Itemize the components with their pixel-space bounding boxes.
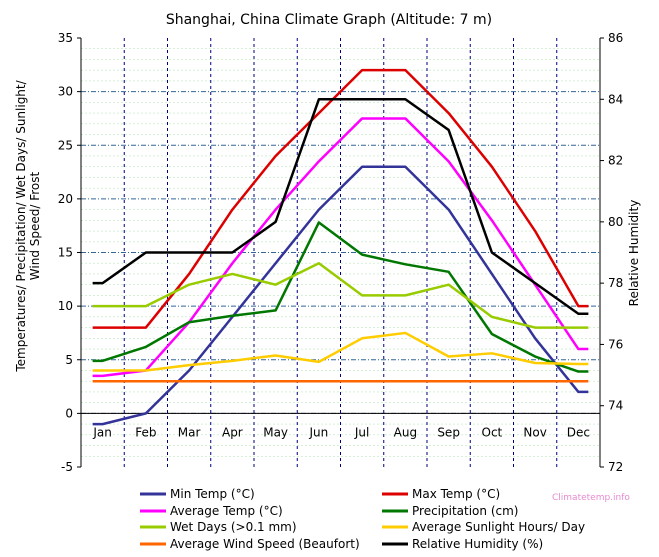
axes: -5 0 5 10 15 20 25 30 35 72 74 76 78 80 82 84 86 Jan Feb Ma… xyxy=(58,31,624,474)
legend-label: Average Wind Speed (Beaufort) xyxy=(170,537,360,551)
left-tick-label: 30 xyxy=(58,85,73,99)
x-tick-label: Apr xyxy=(222,425,243,439)
right-tick-label: 78 xyxy=(608,276,623,290)
x-tick-label: Oct xyxy=(482,425,503,439)
series-line xyxy=(92,98,589,316)
watermark: Climatetemp.info xyxy=(552,493,630,503)
x-tick-label: Dec xyxy=(567,425,590,439)
x-tick-label: May xyxy=(263,425,288,439)
left-tick-label: 15 xyxy=(58,246,73,260)
left-tick-label: 25 xyxy=(58,138,73,152)
left-tick-label: -5 xyxy=(61,460,73,474)
x-tick-label: Jun xyxy=(309,425,329,439)
series-line xyxy=(92,261,589,329)
chart-title: Shanghai, China Climate Graph (Altitude:… xyxy=(166,12,492,28)
left-tick-label: 10 xyxy=(58,299,73,313)
right-tick-label: 80 xyxy=(608,215,623,229)
series-line xyxy=(92,221,589,373)
legend-label: Relative Humidity (%) xyxy=(412,537,543,551)
series-line xyxy=(92,68,589,329)
legend-label: Precipitation (cm) xyxy=(412,504,518,518)
y-axis-label-left: Temperatures/ Precipitation/ Wet Days/ S… xyxy=(14,79,42,372)
x-tick-label: Aug xyxy=(394,425,417,439)
legend-label: Max Temp (°C) xyxy=(412,487,500,501)
right-tick-label: 74 xyxy=(608,399,623,413)
series-lines xyxy=(92,68,589,426)
series-line xyxy=(92,117,589,378)
right-tick-label: 84 xyxy=(608,92,623,106)
x-tick-label: Nov xyxy=(523,425,546,439)
left-tick-label: 5 xyxy=(65,353,73,367)
right-tick-label: 82 xyxy=(608,154,623,168)
y-axis-label-right: Relative Humidity xyxy=(627,200,641,307)
x-tick-label: Feb xyxy=(135,425,156,439)
left-tick-label: 35 xyxy=(58,31,73,45)
x-tick-label: Jan xyxy=(92,425,112,439)
legend-label: Average Sunlight Hours/ Day xyxy=(412,520,585,534)
x-tick-label: Sep xyxy=(437,425,460,439)
legend-label: Average Temp (°C) xyxy=(170,504,283,518)
left-tick-label: 0 xyxy=(65,406,73,420)
legend: Min Temp (°C) Max Temp (°C) Average Temp (… xyxy=(140,487,585,551)
series-line xyxy=(92,331,589,372)
legend-label: Min Temp (°C) xyxy=(170,487,255,501)
right-tick-label: 86 xyxy=(608,31,623,45)
x-tick-label: Mar xyxy=(178,425,201,439)
legend-label: Wet Days (>0.1 mm) xyxy=(170,520,297,534)
left-tick-label: 20 xyxy=(58,192,73,206)
right-tick-label: 72 xyxy=(608,460,623,474)
series-line xyxy=(92,165,589,426)
right-tick-label: 76 xyxy=(608,337,623,351)
x-tick-label: Jul xyxy=(354,425,369,439)
